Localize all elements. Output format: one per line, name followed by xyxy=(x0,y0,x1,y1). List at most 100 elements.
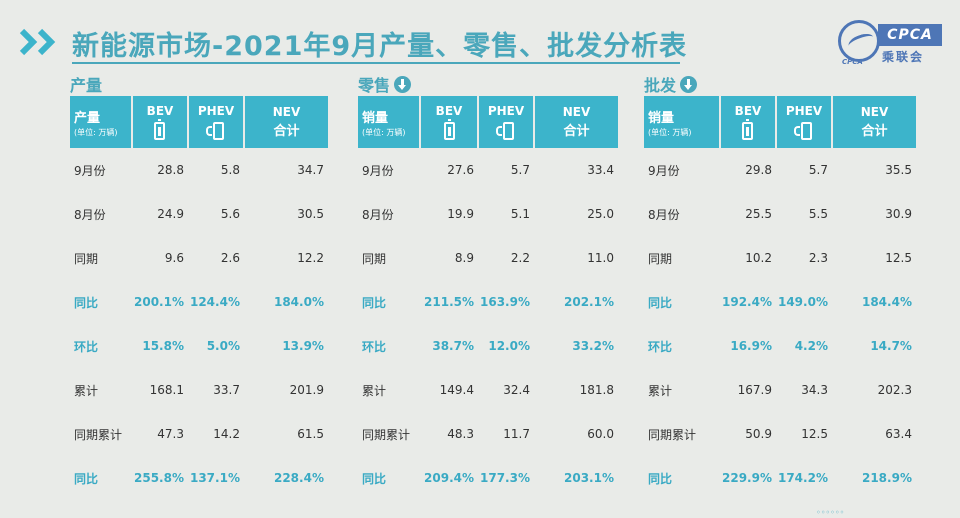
row-label: 同期累计 xyxy=(648,427,697,442)
page-title: 新能源市场-2021年9月产量、零售、批发分析表 xyxy=(72,31,688,62)
cell-bev: 28.8 xyxy=(157,163,184,177)
arrow-down-circle-icon[interactable] xyxy=(394,75,412,93)
cpca-logo: CPCA 乘联会 CPCA xyxy=(838,18,948,66)
cell-phev: 5.0% xyxy=(206,339,240,353)
row-label: 同期累计 xyxy=(362,427,411,442)
section-0: 产量 产量 (单位: 万辆) BEV PHEV NEV 合计 9月份 28.8 5.8 34.7 8月… xyxy=(70,72,328,500)
row-header-cell: 销量 (单位: 万辆) xyxy=(358,96,421,148)
col-header-phev: PHEV xyxy=(478,96,535,148)
row-label: 9月份 xyxy=(74,163,106,178)
row-label: 同期累计 xyxy=(74,427,123,442)
row-label: 8月份 xyxy=(74,207,106,222)
row-label: 同比 xyxy=(362,295,387,310)
row-label: 同期 xyxy=(648,251,673,266)
table-row: 环比 16.9% 4.2% 14.7% xyxy=(644,324,916,368)
table-row: 同比 229.9% 174.2% 218.9% xyxy=(644,456,916,500)
unit-label: (单位: 万辆) xyxy=(74,127,118,137)
cell-nev: 30.9 xyxy=(885,207,912,221)
cell-nev: 184.4% xyxy=(861,295,912,309)
col-phev-label: PHEV xyxy=(197,104,235,118)
chevron-right-icon xyxy=(19,28,56,56)
cell-nev: 61.5 xyxy=(297,427,324,441)
table-row: 环比 38.7% 12.0% 33.2% xyxy=(358,324,618,368)
plug-battery-icon xyxy=(793,122,815,140)
cell-bev: 168.1 xyxy=(149,383,184,397)
cell-nev: 181.8 xyxy=(579,383,614,397)
cell-nev: 60.0 xyxy=(587,427,614,441)
cell-bev: 47.3 xyxy=(157,427,184,441)
col-nev-label: NEV xyxy=(860,105,889,119)
data-table: 产量 (单位: 万辆) BEV PHEV NEV 合计 9月份 28.8 5.8 34.7 8月份 2… xyxy=(70,96,328,500)
cell-bev: 48.3 xyxy=(447,427,474,441)
logo-subtitle: 乘联会 xyxy=(882,50,925,64)
table-row: 同期累计 47.3 14.2 61.5 xyxy=(70,412,328,456)
arrow-down-circle-icon[interactable] xyxy=(680,75,698,93)
data-table: 销量 (单位: 万辆) BEV PHEV NEV 合计 9月份 29.8 5.7 35.5 8月份 2… xyxy=(644,96,916,500)
col-nev-label: NEV xyxy=(272,105,301,119)
col-header-bev: BEV xyxy=(720,96,777,148)
logo-small-text: CPCA xyxy=(842,58,863,66)
cell-nev: 228.4% xyxy=(273,471,324,485)
cell-bev: 167.9 xyxy=(737,383,772,397)
cell-nev: 25.0 xyxy=(587,207,614,221)
row-header-label: 销量 xyxy=(362,110,389,126)
section-title: 零售 xyxy=(358,72,618,96)
row-label: 同比 xyxy=(74,471,99,486)
table-row: 同期 8.9 2.2 11.0 xyxy=(358,236,618,280)
table-row: 环比 15.8% 5.0% 13.9% xyxy=(70,324,328,368)
cell-bev: 10.2 xyxy=(745,251,772,265)
cell-phev: 5.8 xyxy=(220,163,240,177)
cell-nev: 202.1% xyxy=(564,295,614,309)
row-label: 累计 xyxy=(648,383,673,398)
cell-nev: 12.2 xyxy=(297,251,324,265)
cell-phev: 2.3 xyxy=(808,251,828,265)
cell-nev: 202.3 xyxy=(877,383,912,397)
title-underline xyxy=(72,62,680,64)
table-header-row: 销量 (单位: 万辆) BEV PHEV NEV 合计 xyxy=(358,96,618,148)
row-label: 累计 xyxy=(362,383,387,398)
table-row: 同期 9.6 2.6 12.2 xyxy=(70,236,328,280)
col-phev-label: PHEV xyxy=(487,104,525,118)
logo-text: CPCA xyxy=(878,24,942,46)
row-label: 累计 xyxy=(74,383,99,398)
table-row: 累计 168.1 33.7 201.9 xyxy=(70,368,328,412)
cell-bev: 192.4% xyxy=(722,295,772,309)
cell-phev: 5.7 xyxy=(808,163,828,177)
cell-phev: 34.3 xyxy=(801,383,828,397)
col-header-phev: PHEV xyxy=(187,96,245,148)
table-header-row: 销量 (单位: 万辆) BEV PHEV NEV 合计 xyxy=(644,96,916,148)
col-nev-label: NEV xyxy=(562,105,591,119)
col-nev-sublabel: 合计 xyxy=(563,124,590,139)
cell-phev: 163.9% xyxy=(480,295,530,309)
cell-phev: 32.4 xyxy=(503,383,530,397)
row-label: 9月份 xyxy=(362,163,394,178)
battery-icon xyxy=(443,119,455,140)
plug-battery-icon xyxy=(205,122,227,140)
row-label: 同比 xyxy=(648,295,673,310)
table-row: 同比 192.4% 149.0% 184.4% xyxy=(644,280,916,324)
row-label: 同比 xyxy=(74,295,99,310)
row-label: 环比 xyxy=(362,339,387,354)
table-header-row: 产量 (单位: 万辆) BEV PHEV NEV 合计 xyxy=(70,96,328,148)
section-1: 零售 销量 (单位: 万辆) BEV PHEV NEV 合计 9月份 27.6 5.7 33.4 8月… xyxy=(358,72,618,500)
section-title-text: 产量 xyxy=(70,76,103,95)
table-row: 同期累计 48.3 11.7 60.0 xyxy=(358,412,618,456)
cell-phev: 137.1% xyxy=(189,471,240,485)
cell-bev: 38.7% xyxy=(432,339,474,353)
logo-globe-icon xyxy=(838,20,880,62)
col-header-phev: PHEV xyxy=(775,96,833,148)
col-bev-label: BEV xyxy=(734,104,762,118)
header: 新能源市场-2021年9月产量、零售、批发分析表 CPCA 乘联会 CPCA xyxy=(0,0,960,70)
cell-bev: 9.6 xyxy=(164,251,184,265)
cell-phev: 124.4% xyxy=(189,295,240,309)
cell-nev: 184.0% xyxy=(273,295,324,309)
cell-bev: 15.8% xyxy=(142,339,184,353)
cell-phev: 2.6 xyxy=(220,251,240,265)
table-row: 9月份 28.8 5.8 34.7 xyxy=(70,148,328,192)
cell-bev: 24.9 xyxy=(157,207,184,221)
table-row: 同期 10.2 2.3 12.5 xyxy=(644,236,916,280)
cell-nev: 14.7% xyxy=(870,339,912,353)
cell-phev: 2.2 xyxy=(510,251,530,265)
section-title-text: 批发 xyxy=(644,76,677,95)
row-label: 9月份 xyxy=(648,163,680,178)
